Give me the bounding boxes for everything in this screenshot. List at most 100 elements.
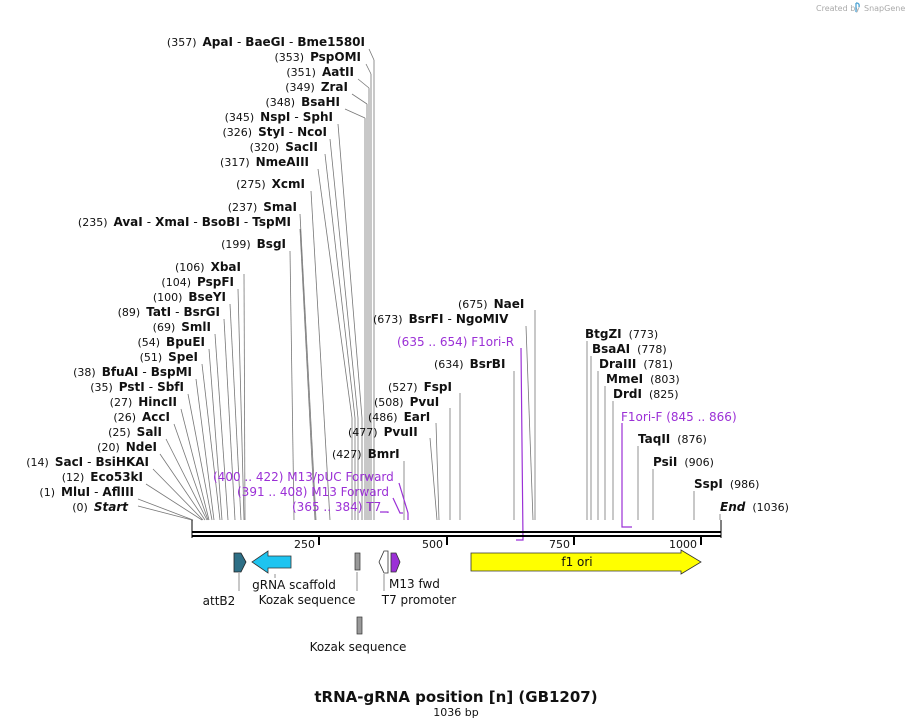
enzyme-site-label: (675) NaeI: [458, 297, 524, 311]
enzyme-site-label: MmeI (803): [606, 372, 680, 386]
enzyme-site-label: (54) BpuEI: [137, 335, 205, 349]
map-title: tRNA-gRNA position [n] (GB1207): [314, 688, 597, 706]
enzyme-site-label: (320) SacII: [250, 140, 318, 154]
credit-text: Created by: [816, 4, 860, 13]
leader-start: [137, 505, 193, 521]
feature-label-kozak-sequence-2: Kozak sequence: [310, 640, 407, 654]
enzyme-site-label: DrdI (825): [613, 387, 679, 401]
leader-ndei: [159, 453, 206, 521]
primers: (400 .. 422) M13/pUC Forward (391 .. 408…: [213, 335, 737, 541]
enzyme-site-label: (477) PvuII: [348, 425, 418, 439]
enzyme-site-label: (69) SmlI: [153, 320, 211, 334]
enzyme-site-label: (237) SmaI: [228, 200, 297, 214]
enzyme-site-label: (508) PvuI: [374, 395, 439, 409]
enzyme-site-label: (634) BsrBI: [434, 357, 505, 371]
feature-kozak-sequence-2: [356, 616, 363, 635]
leader-eco53ki: [145, 483, 203, 521]
enzyme-site-label: (12) Eco53kI: [62, 470, 143, 484]
enzyme-site-label: TaqII (876): [638, 432, 707, 446]
enzyme-site-label: BtgZI (773): [585, 327, 658, 341]
ruler: 250 500 750 1000: [294, 536, 702, 551]
leader-sbfi: [187, 393, 213, 521]
enzyme-site-label: (25) SalI: [108, 425, 162, 439]
primer-mark-m13-forward: [392, 497, 403, 514]
feature-t7-promoter: [378, 550, 389, 574]
enzyme-site-label: (673) BsrFI - NgoMIV: [373, 312, 509, 326]
leader-bpuei: [208, 348, 223, 521]
primer-label-f1ori-f: F1ori-F (845 .. 866): [621, 410, 737, 424]
enzyme-site-label: (317) NmeAIII: [220, 155, 309, 169]
feature-label-f1-ori: f1 ori: [561, 555, 592, 569]
enzyme-site-label: (351) AatII: [286, 65, 354, 79]
leader-bsgi: [289, 250, 295, 521]
enzyme-site-label: (20) NdeI: [97, 440, 157, 454]
enzyme-site-label: (104) PspFI: [161, 275, 234, 289]
brand-text: SnapGene: [864, 4, 905, 13]
enzyme-site-label: (14) SacI - BsiHKAI: [26, 455, 149, 469]
primer-mark-m13-puc-forward: [398, 482, 409, 520]
enzyme-site-label: (345) NspI - SphI: [225, 110, 333, 124]
feature-f1-ori: [470, 549, 702, 575]
enzyme-labels: (357) ApaI - BaeGI - Bme1580I (353) PspOMI (35…: [26, 35, 789, 514]
leader-sali: [165, 438, 208, 521]
leader-xcmi: [310, 190, 331, 521]
leader-nmeaiii: [317, 168, 353, 419]
enzyme-site-label: (89) TatI - BsrGI: [118, 305, 220, 319]
ruler-tick-label: 250: [294, 538, 315, 551]
feature-m13-fwd: [390, 552, 401, 573]
enzyme-site-label: (349) ZraI: [285, 80, 348, 94]
leader-bsahi: [344, 108, 366, 119]
leader-zrai: [351, 93, 368, 105]
leader-hincii: [180, 408, 210, 521]
sequence-length: 1036 bp: [433, 706, 478, 719]
enzyme-site-label: (357) ApaI - BaeGI - Bme1580I: [167, 35, 365, 49]
enzyme-site-label: (326) StyI - NcoI: [223, 125, 327, 139]
enzyme-site-label: BsaAI (778): [592, 342, 667, 356]
feature-attb2: [233, 552, 247, 573]
enzyme-site-label: DraIII (781): [599, 357, 673, 371]
enzyme-site-label: PsiI (906): [653, 455, 714, 469]
leader-apai: [368, 48, 375, 61]
enzyme-site-label: End (1036): [720, 500, 789, 514]
leader-ncoi: [329, 138, 359, 419]
leader-sacii: [324, 153, 356, 419]
feature-label-kozak-sequence: Kozak sequence: [259, 593, 356, 607]
enzyme-leaders-right: [403, 310, 721, 521]
leader-bspmi: [195, 378, 215, 521]
enzyme-site-label: (353) PspOMI: [274, 50, 361, 64]
enzyme-site-label: (35) PstI - SbfI: [90, 380, 184, 394]
enzyme-site-label: (26) AccI: [113, 410, 170, 424]
feature-label-grna-scaffold: gRNA scaffold: [252, 578, 336, 592]
snapgene-logo-icon: [855, 2, 860, 12]
primer-label-m13-forward: (391 .. 408) M13 Forward: [237, 485, 389, 499]
leader-smai: [299, 213, 317, 521]
primer-mark-t7: [380, 511, 389, 513]
enzyme-site-label: (486) EarI: [368, 410, 430, 424]
primer-label-f1ori-r: (635 .. 654) F1ori-R: [397, 335, 514, 349]
leader-aatii: [357, 78, 370, 89]
enzyme-site-label: SspI (986): [694, 477, 759, 491]
enzyme-site-label: (348) BsaHI: [266, 95, 341, 109]
enzyme-site-label: (275) XcmI: [236, 177, 305, 191]
feature-label-m13-fwd: M13 fwd: [389, 577, 440, 591]
leader-acci: [173, 423, 209, 521]
leader-sphi: [337, 123, 363, 419]
primer-label-m13-puc-forward: (400 .. 422) M13/pUC Forward: [213, 470, 394, 484]
leader-xbai: [243, 273, 246, 521]
feature-grna-scaffold: [251, 550, 292, 574]
sequence-backbone: [191, 520, 722, 538]
feature-label-t7-promoter: T7 promoter: [381, 593, 457, 607]
enzyme-site-label: (0) Start: [72, 500, 129, 514]
leader-bseyi: [229, 303, 242, 521]
primer-label-t7: (365 .. 384) T7: [292, 500, 381, 514]
enzyme-site-label: (199) BsgI: [221, 237, 286, 251]
enzyme-site-label: (51) SpeI: [140, 350, 198, 364]
leader-smli: [214, 333, 229, 521]
ruler-tick-label: 500: [422, 538, 443, 551]
leader-pspfi: [237, 288, 245, 521]
primer-mark-f1ori-r: [516, 347, 524, 541]
enzyme-site-label: (27) HincII: [110, 395, 177, 409]
enzyme-site-label: (527) FspI: [388, 380, 452, 394]
enzyme-site-label: (38) BfuAI - BspMI: [73, 365, 192, 379]
leader-bsihkai: [152, 468, 204, 521]
